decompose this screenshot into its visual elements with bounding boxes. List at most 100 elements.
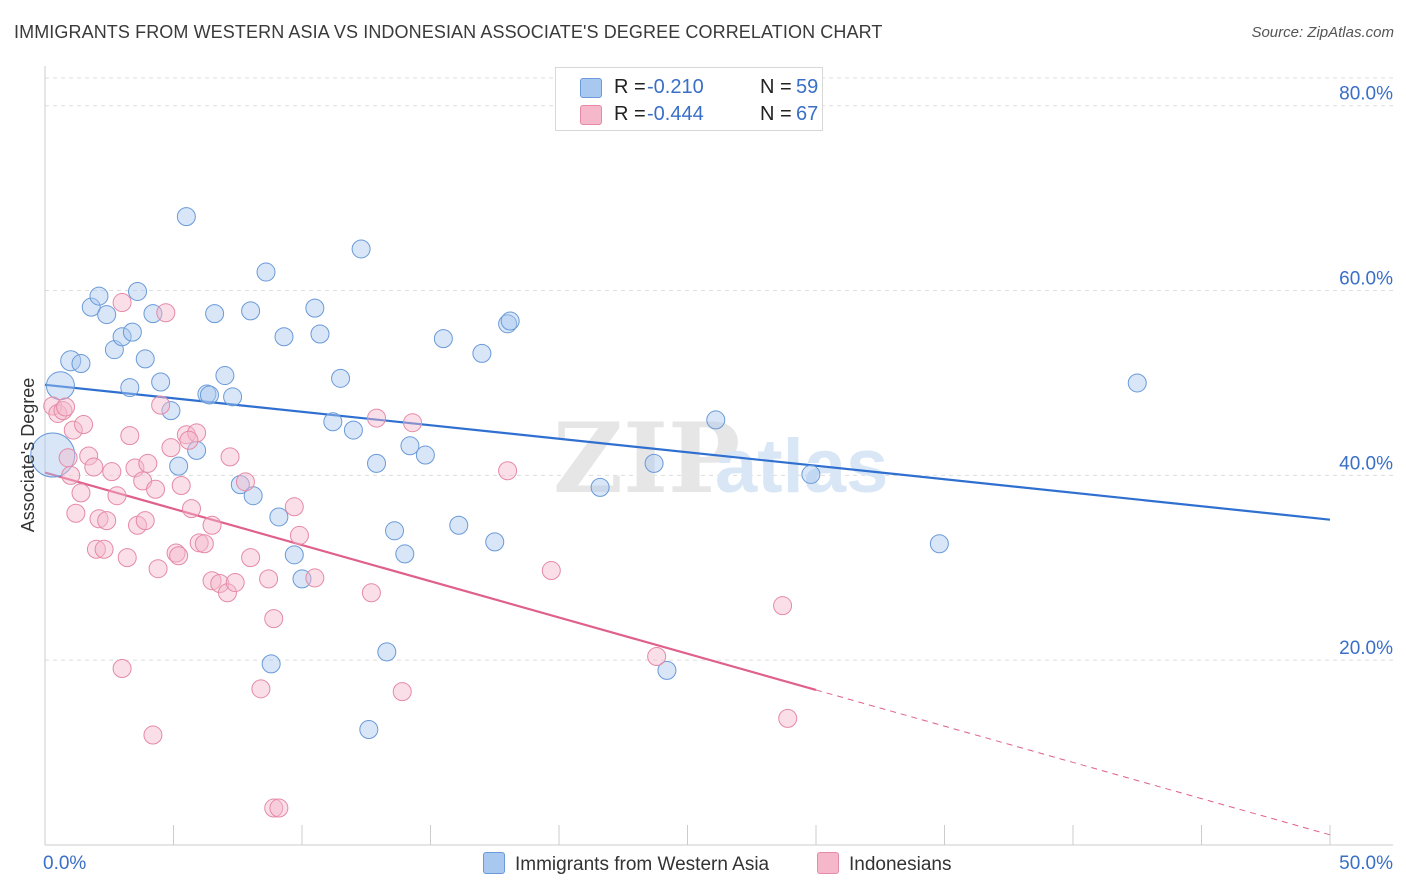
data-point: [148, 559, 168, 579]
data-point: [94, 539, 114, 559]
data-point: [202, 571, 222, 591]
y-axis-label: Associate's Degree: [18, 378, 38, 533]
data-point: [71, 354, 91, 374]
trend-line-extension: [815, 689, 1331, 836]
data-point: [187, 423, 207, 443]
data-point: [97, 305, 117, 325]
data-point: [112, 327, 132, 347]
trend-lines: [44, 383, 1331, 836]
data-point: [146, 479, 166, 499]
x-tick-label: 0.0%: [43, 853, 86, 874]
bottom-legend-swatch-western-asia: [483, 852, 505, 874]
data-point: [56, 397, 76, 417]
bottom-legend-label-western-asia: Immigrants from Western Asia: [515, 854, 770, 875]
bottom-legend-indonesians: Indonesians: [817, 852, 951, 876]
data-point: [135, 349, 155, 369]
data-point: [351, 239, 371, 259]
data-point: [112, 658, 132, 678]
data-point: [151, 372, 171, 392]
data-point: [590, 477, 610, 497]
bottom-legend-label-indonesians: Indonesians: [849, 854, 952, 875]
data-point: [367, 408, 387, 428]
data-point: [359, 719, 379, 739]
data-point: [706, 410, 726, 430]
data-point: [102, 462, 122, 482]
data-point: [331, 368, 351, 388]
data-point: [778, 708, 798, 728]
data-point: [189, 533, 209, 553]
data-point: [112, 293, 132, 313]
data-point: [305, 298, 325, 318]
data-point: [289, 525, 309, 545]
bottom-legend-swatch-indonesians: [817, 852, 839, 874]
data-point: [259, 569, 279, 589]
data-point: [48, 403, 68, 423]
data-point: [215, 366, 235, 386]
data-point: [220, 447, 240, 467]
data-point: [261, 654, 281, 674]
data-point: [120, 378, 140, 398]
data-point: [773, 596, 793, 616]
data-point: [323, 412, 343, 432]
data-point: [403, 413, 423, 433]
legend-n-label: N =: [760, 103, 792, 125]
data-point: [264, 798, 284, 818]
data-point: [74, 415, 94, 435]
data-point: [143, 725, 163, 745]
data-point: [377, 642, 397, 662]
y-tick-label: 40.0%: [1339, 453, 1393, 474]
data-point: [161, 401, 181, 421]
correlation-legend: R = -0.210 N = 59 R = -0.444 N = 67: [555, 67, 823, 131]
data-point: [485, 532, 505, 552]
data-point: [81, 297, 101, 317]
data-point: [166, 543, 186, 563]
data-point: [305, 568, 325, 588]
data-point: [79, 446, 99, 466]
data-point: [498, 314, 518, 334]
data-point: [415, 445, 435, 465]
data-point: [135, 511, 155, 531]
data-point: [395, 544, 415, 564]
data-point: [89, 509, 109, 529]
data-point: [269, 798, 289, 818]
y-tick-label: 80.0%: [1339, 84, 1393, 105]
data-point: [71, 483, 91, 503]
data-point: [657, 660, 677, 680]
data-point: [53, 401, 73, 421]
data-point: [179, 430, 199, 450]
data-point: [433, 329, 453, 349]
data-point: [400, 436, 420, 456]
data-point: [171, 476, 191, 496]
data-point: [194, 534, 214, 554]
y-tick-label: 20.0%: [1339, 638, 1393, 659]
legend-swatch-indonesians: [580, 105, 602, 125]
data-point: [117, 548, 137, 568]
legend-n-label: N =: [760, 76, 792, 98]
data-point: [251, 679, 271, 699]
trend-line: [44, 471, 817, 691]
data-point: [120, 426, 140, 446]
axes: [44, 66, 1393, 846]
data-point: [310, 324, 330, 344]
legend-r-label: R =: [614, 76, 646, 98]
legend-n-value: 59: [796, 76, 819, 98]
data-point: [66, 503, 86, 523]
tick-labels: 20.0% 40.0% 60.0% 80.0% 0.0% 50.0%: [43, 84, 1393, 874]
x-tick-label: 50.0%: [1339, 853, 1393, 874]
data-point: [392, 682, 412, 702]
data-point: [647, 646, 667, 666]
watermark-atlas: atlas: [715, 424, 888, 509]
data-point: [498, 461, 518, 481]
data-point: [202, 515, 222, 535]
data-point: [1127, 373, 1147, 393]
data-point: [385, 521, 405, 541]
data-point: [256, 262, 276, 282]
data-point: [230, 475, 250, 495]
data-point: [45, 371, 75, 401]
data-point: [181, 499, 201, 519]
data-point: [84, 457, 104, 477]
bottom-legend-western-asia: Immigrants from Western Asia: [483, 852, 769, 876]
data-point: [284, 497, 304, 517]
data-point: [89, 286, 109, 306]
